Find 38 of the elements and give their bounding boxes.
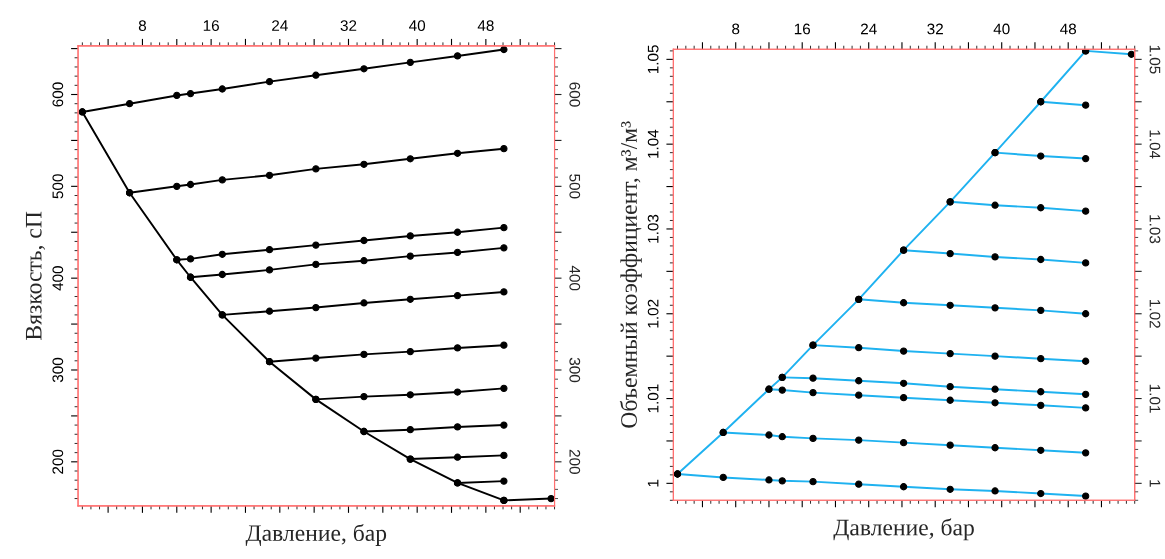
y2-tick-label: 1.05 <box>1149 45 1161 74</box>
y-tick-label: 200 <box>52 449 64 474</box>
y2-tick-label: 1.01 <box>1149 384 1161 413</box>
y-axis-title: Объемный коэффициент, м³/м³ <box>619 121 642 428</box>
y-tick-label: 1 <box>647 479 659 487</box>
y-tick-label: 1.05 <box>647 45 659 74</box>
y2-tick-label: 400 <box>569 265 581 291</box>
x-tick-label: 8 <box>732 23 740 35</box>
y2-tick-label: 200 <box>569 449 581 474</box>
x-tick-label: 48 <box>1060 23 1077 35</box>
y2-tick-label: 1.02 <box>1149 300 1161 328</box>
y2-tick-label: 300 <box>569 357 581 383</box>
x-tick-label: 48 <box>477 20 494 32</box>
x-tick-label: 24 <box>272 20 288 31</box>
y-tick-label: 300 <box>52 357 64 383</box>
x-tick-label: 16 <box>794 23 811 35</box>
x-tick-label: 24 <box>860 23 877 35</box>
y-tick-label: 1.02 <box>647 299 659 328</box>
y2-tick-label: 600 <box>569 82 581 107</box>
x-axis-title: Давление, бар <box>245 523 387 546</box>
x-tick-label: 40 <box>993 23 1010 35</box>
y-tick-label: 400 <box>52 266 64 291</box>
y2-tick-label: 1.04 <box>1149 130 1161 159</box>
y-tick-label: 1.03 <box>647 214 659 243</box>
y2-tick-label: 500 <box>569 174 581 199</box>
y2-tick-label: 1.03 <box>1149 215 1161 244</box>
y-tick-label: 1.04 <box>647 129 659 158</box>
y-tick-label: 1.01 <box>647 384 659 413</box>
y-tick-label: 500 <box>52 174 64 199</box>
y-axis-title: Вязкость, сП <box>25 211 46 340</box>
x-tick-label: 40 <box>409 20 426 32</box>
x-tick-label: 32 <box>927 23 943 35</box>
x-axis-title: Давление, бар <box>833 518 974 541</box>
x-tick-label: 16 <box>203 20 219 32</box>
x-tick-label: 32 <box>340 20 357 32</box>
y-tick-label: 600 <box>52 82 64 107</box>
x-tick-label: 8 <box>138 20 147 32</box>
y2-tick-label: 1 <box>1149 480 1161 487</box>
